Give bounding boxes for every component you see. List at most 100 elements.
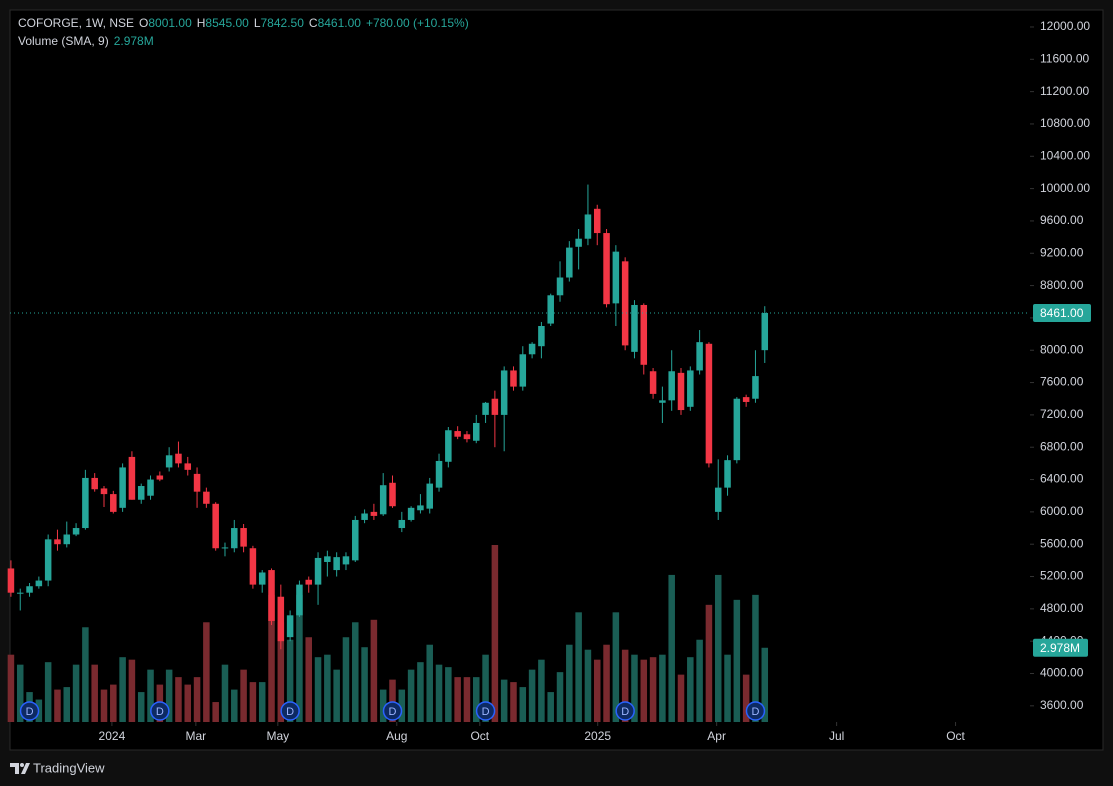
volume-bar <box>324 654 331 722</box>
volume-box <box>1033 638 1088 657</box>
volume-bar <box>379 689 387 722</box>
volume-bar <box>621 649 629 722</box>
volume-bar <box>500 679 508 722</box>
candle-body <box>575 238 582 247</box>
volume-bar <box>54 689 61 722</box>
volume-bar <box>137 692 145 722</box>
x-tick-label: Oct <box>470 729 489 743</box>
volume-bar <box>538 659 545 722</box>
candle-body <box>473 422 480 441</box>
candle-body <box>677 372 685 411</box>
volume-bar <box>510 682 517 722</box>
y-tick-label: 10400.00 <box>1040 148 1090 162</box>
candle-body <box>165 455 173 468</box>
y-tick-label: 11600.00 <box>1040 51 1089 65</box>
candle-body <box>659 400 666 403</box>
candle-body <box>742 397 750 402</box>
candle-body <box>240 528 247 547</box>
volume-bar <box>147 669 154 722</box>
candle-body <box>640 304 648 365</box>
event-marker <box>615 701 635 721</box>
volume-bar <box>705 604 713 722</box>
candle-body <box>72 528 80 535</box>
candle-body <box>649 371 657 394</box>
volume-bar <box>221 664 229 722</box>
x-tick-label: 2025 <box>584 729 611 743</box>
volume-bar <box>593 659 601 722</box>
candle-body <box>286 615 294 638</box>
candle-body <box>398 519 406 529</box>
candle-body <box>82 477 89 529</box>
volume-bar <box>119 657 126 722</box>
volume-bar <box>7 654 15 722</box>
candle-body <box>491 398 499 415</box>
volume-bar <box>566 644 573 722</box>
y-tick-label: 3600.00 <box>1040 698 1084 712</box>
volume-bar <box>677 674 685 722</box>
candle-body <box>584 214 592 239</box>
legend-change: +780.00 (+10.15%) <box>366 16 469 30</box>
candle-body <box>705 343 713 464</box>
volume-bar <box>556 672 564 722</box>
volume-bar <box>277 622 285 722</box>
y-tick-label: 4800.00 <box>1040 601 1084 615</box>
volume-bar <box>761 647 769 722</box>
volume-bar <box>342 637 350 722</box>
volume-bar <box>110 684 117 722</box>
y-tick-label: 10000.00 <box>1040 181 1090 195</box>
candle-body <box>128 456 136 500</box>
candle-body <box>110 494 117 512</box>
y-tick-label: 9600.00 <box>1040 213 1084 227</box>
brand[interactable]: TradingView <box>33 760 105 775</box>
volume-bar <box>463 677 471 722</box>
volume-bar <box>603 644 610 722</box>
event-label: D <box>751 706 759 718</box>
candle-body <box>370 511 378 516</box>
candle-body <box>91 477 98 490</box>
volume-bar <box>100 689 108 722</box>
volume-bar <box>733 599 741 722</box>
candle-body <box>16 592 24 594</box>
volume-bar <box>426 644 433 722</box>
volume-bar <box>314 657 322 722</box>
volume-bar <box>631 654 638 722</box>
candle-body <box>35 580 43 587</box>
volume-bar <box>305 637 312 722</box>
volume-bar <box>63 687 71 722</box>
legend-value: 8545.00 <box>205 16 249 30</box>
candle-body <box>621 261 629 346</box>
legend-key: H <box>197 16 206 30</box>
candle-body <box>538 325 545 347</box>
y-tick-label: 8800.00 <box>1040 278 1084 292</box>
candle-body <box>231 528 238 549</box>
candle-body <box>54 539 61 545</box>
legend-key: C <box>309 16 318 30</box>
y-tick-label: 6800.00 <box>1040 439 1084 453</box>
volume-bar <box>268 594 275 722</box>
volume-bar <box>417 662 424 722</box>
candle-body <box>221 547 229 549</box>
candle-body <box>454 431 461 437</box>
candle-body <box>44 539 52 581</box>
legend-value: 8461.00 <box>318 16 362 30</box>
candle-body <box>193 473 201 492</box>
y-tick-label: 5200.00 <box>1040 569 1084 583</box>
candle-body <box>631 304 638 352</box>
candle-body <box>593 208 601 234</box>
y-tick-label: 9200.00 <box>1040 245 1084 259</box>
volume-bar <box>398 689 406 722</box>
candle-body <box>184 463 192 470</box>
y-tick-label: 6400.00 <box>1040 472 1084 486</box>
candle-body <box>100 488 108 495</box>
candle-body <box>305 579 312 585</box>
event-label: D <box>156 706 164 718</box>
volume-last-label: 2.978M <box>1040 641 1080 655</box>
volume-bar <box>91 664 98 722</box>
y-tick-label: 12000.00 <box>1040 19 1090 33</box>
volume-bar <box>361 647 368 722</box>
volume-bar <box>44 662 52 722</box>
candle-body <box>696 342 703 371</box>
legend-value: 8001.00 <box>148 16 192 30</box>
volume-bar <box>584 649 592 722</box>
